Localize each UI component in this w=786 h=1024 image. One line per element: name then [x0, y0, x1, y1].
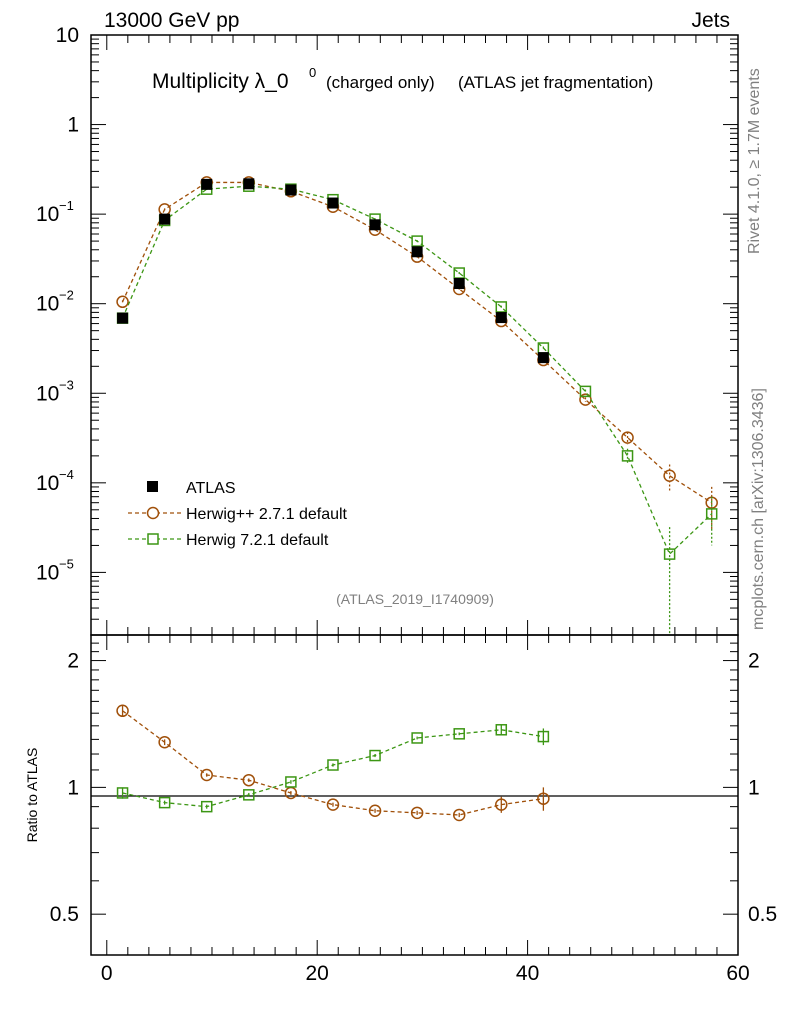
ratio-point-herwig7 — [327, 759, 339, 771]
data-point-herwig7 — [411, 235, 423, 247]
y-tick-label: 10 — [36, 561, 59, 584]
ratio-y-tick-label-left: 2 — [67, 650, 79, 673]
ratio-point-herwig7 — [453, 728, 465, 740]
y-tick-label: 10 — [36, 293, 59, 316]
chart-title: Multiplicity λ_0 — [152, 70, 289, 93]
ratio-point-herwigpp — [326, 798, 340, 811]
legend-marker-herwigpp — [146, 506, 160, 520]
y-tick-label: 10 — [36, 382, 59, 405]
chart-title-superscript: 0 — [309, 65, 316, 80]
ratio-point-herwigpp — [452, 808, 466, 822]
ratio-point-herwig7 — [369, 749, 381, 762]
y-tick-label: 10 — [36, 472, 59, 495]
ratio-point-herwig7 — [243, 789, 255, 801]
data-point-atlas — [537, 352, 549, 364]
x-tick-label: 40 — [516, 962, 539, 985]
ratio-point-herwigpp — [158, 735, 171, 749]
ratio-point-herwig7 — [537, 730, 550, 743]
x-axis: 0 20 40 60 — [101, 35, 750, 985]
legend: ATLAS Herwig++ 2.7.1 default Herwig 7.2.… — [128, 480, 348, 549]
data-point-herwig7 — [621, 450, 634, 462]
ratio-point-herwig7 — [411, 732, 423, 744]
chart-subtitle-source: (ATLAS jet fragmentation) — [458, 73, 653, 92]
data-point-herwigpp — [621, 431, 634, 444]
legend-label-herwigpp: Herwig++ 2.7.1 default — [186, 506, 348, 523]
data-point-atlas — [243, 178, 255, 190]
ratio-point-herwigpp — [495, 798, 508, 811]
y-tick-label-exponent: −1 — [59, 198, 74, 213]
y-tick-label-exponent: −4 — [59, 467, 74, 482]
ratio-y-tick-label-left: 0.5 — [50, 903, 79, 926]
ratio-point-herwigpp — [368, 804, 382, 818]
y-tick-label: 1 — [67, 114, 79, 137]
ratio-y-tick-label-right: 2 — [748, 650, 760, 673]
data-point-herwig7 — [705, 508, 718, 520]
ratio-series-herwig7 — [116, 724, 550, 813]
y-tick-label: 10 — [56, 24, 79, 47]
legend-marker-herwig7 — [147, 533, 159, 545]
ratio-y-tick-label-right: 1 — [748, 776, 760, 799]
ratio-line-herwig7 — [122, 729, 544, 808]
ratio-y-axis-label: Ratio to ATLAS — [24, 748, 40, 843]
header-category: Jets — [691, 9, 730, 32]
data-point-herwig7 — [495, 301, 508, 313]
ratio-point-herwigpp — [410, 806, 424, 820]
y-tick-label-exponent: −5 — [59, 556, 74, 571]
ratio-point-herwigpp — [200, 768, 213, 782]
ratio-point-herwigpp — [116, 704, 129, 718]
ratio-point-herwig7 — [200, 800, 213, 813]
y-tick-label-exponent: −2 — [59, 288, 74, 303]
data-point-atlas — [285, 184, 297, 196]
data-point-atlas — [159, 213, 171, 225]
data-point-atlas — [327, 197, 339, 209]
data-point-herwigpp — [116, 295, 129, 309]
ratio-point-herwig7 — [116, 787, 129, 799]
chart-subtitle-charged: (charged only) — [326, 73, 435, 92]
ratio-y-axis: 2 2 1 1 0.5 0.5 — [50, 634, 777, 956]
analysis-watermark: (ATLAS_2019_I1740909) — [336, 591, 494, 607]
legend-marker-atlas — [147, 481, 158, 492]
ratio-y-tick-label-left: 1 — [67, 776, 79, 799]
legend-label-atlas: ATLAS — [186, 480, 236, 497]
ratio-point-herwig7 — [495, 724, 508, 736]
ratio-series-herwigpp — [116, 704, 550, 822]
data-series — [116, 176, 718, 822]
y-tick-label-exponent: −3 — [59, 377, 74, 392]
y-tick-label: 10 — [36, 203, 59, 226]
ratio-point-herwig7 — [158, 796, 171, 809]
x-tick-label: 0 — [101, 962, 113, 985]
data-point-atlas — [117, 312, 129, 324]
x-tick-label: 60 — [726, 962, 749, 985]
series-atlas — [117, 178, 549, 364]
series-herwigpp — [116, 176, 718, 530]
data-point-herwig7 — [663, 548, 676, 560]
ratio-plot-frame — [90, 634, 739, 956]
data-point-atlas — [411, 246, 423, 258]
series-line-herwigpp — [121, 181, 713, 504]
ratio-point-herwigpp — [537, 792, 550, 805]
data-point-herwigpp — [663, 469, 676, 482]
data-point-atlas — [453, 278, 465, 290]
data-point-atlas — [201, 178, 213, 190]
data-point-herwig7 — [579, 385, 592, 398]
legend-label-herwig7: Herwig 7.2.1 default — [186, 532, 329, 549]
ratio-point-herwig7 — [285, 776, 297, 788]
ratio-y-tick-label-right: 0.5 — [748, 903, 777, 926]
ratio-point-herwigpp — [242, 773, 256, 787]
x-tick-label: 20 — [306, 962, 329, 985]
data-point-atlas — [369, 219, 381, 231]
data-point-atlas — [495, 312, 507, 324]
header-process: 13000 GeV pp — [104, 9, 240, 32]
